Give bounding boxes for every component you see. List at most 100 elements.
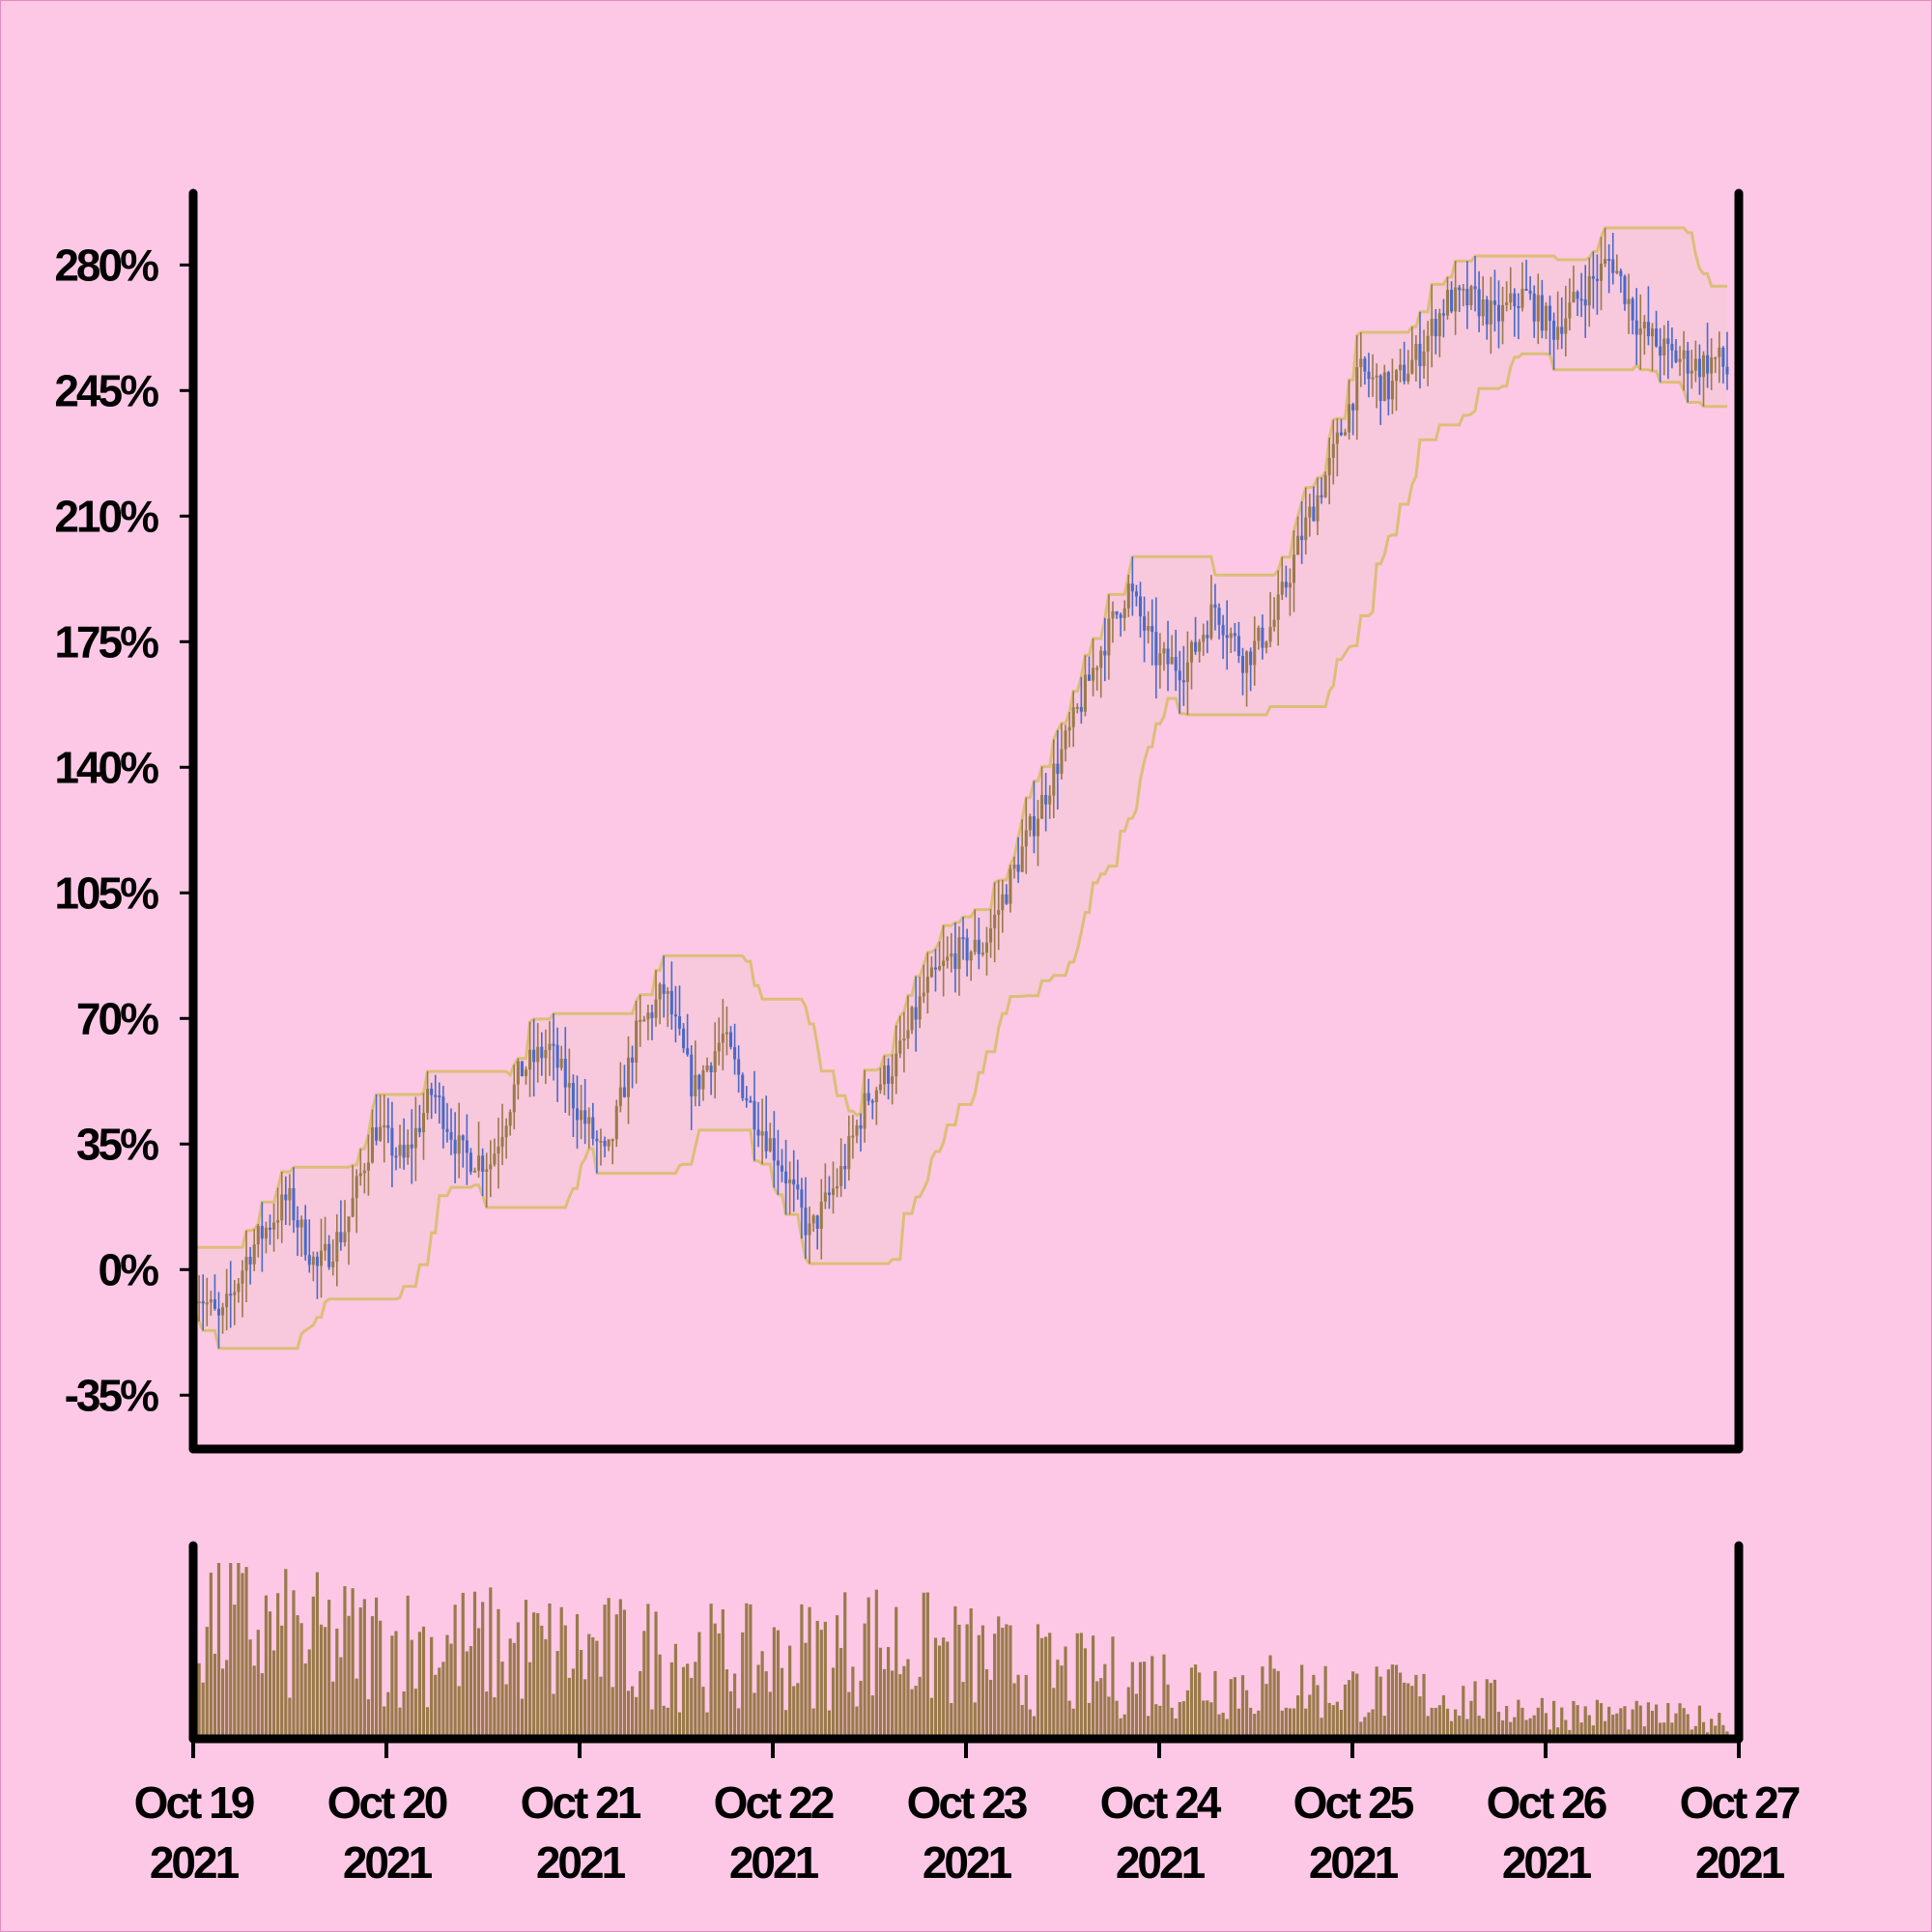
candle-body [1678, 358, 1682, 362]
candle [580, 1084, 583, 1140]
candle-body [867, 1093, 870, 1101]
candle-body [1686, 350, 1690, 374]
candle [1481, 275, 1485, 327]
volume-bar [1288, 1708, 1293, 1739]
volume-bar [819, 1630, 823, 1739]
candle-body [398, 1145, 402, 1156]
candle-body [205, 1302, 209, 1305]
volume-bar [1327, 1702, 1331, 1739]
candle [631, 1045, 635, 1089]
candle [898, 1015, 902, 1059]
candle [1375, 363, 1378, 409]
candle-body [808, 1223, 811, 1236]
volume-bar [737, 1708, 741, 1739]
volume-bar [891, 1670, 895, 1739]
volume-bar [1579, 1722, 1583, 1739]
volume-bar [296, 1615, 299, 1739]
candle [910, 1006, 914, 1035]
candle-body [595, 1138, 599, 1142]
candle [445, 1102, 449, 1143]
candle-body [1181, 680, 1185, 683]
candle-body [315, 1256, 319, 1266]
candle-body [1170, 657, 1174, 665]
candle [1075, 703, 1079, 714]
candle-body [536, 1046, 540, 1063]
volume-bar [1441, 1694, 1446, 1739]
volume-bar [327, 1600, 331, 1739]
x-tick-label: 2021 [1309, 1837, 1399, 1888]
volume-bar [347, 1615, 351, 1739]
volume-bar [1268, 1655, 1272, 1739]
candle-body [1599, 263, 1604, 281]
volume-bar [548, 1603, 552, 1739]
volume-bar [607, 1598, 611, 1739]
volume-bar [1233, 1677, 1236, 1739]
volume-bar [697, 1632, 701, 1739]
volume-bar [516, 1622, 520, 1739]
candle-body [989, 928, 993, 943]
candle-body [1520, 288, 1524, 308]
candle-body [1052, 763, 1056, 796]
volume-bar [271, 1650, 276, 1739]
candle-body [772, 1138, 776, 1161]
candle-body [669, 990, 673, 1015]
price-channel-band [193, 226, 1727, 1350]
candle-body [918, 996, 922, 1020]
candle [607, 1139, 611, 1151]
axes [188, 188, 1744, 1744]
candle [1441, 298, 1445, 338]
candle-body [303, 1219, 307, 1256]
candle-body [1016, 865, 1020, 872]
candle-body [1690, 370, 1693, 374]
candle [1659, 327, 1662, 383]
candle [1666, 320, 1670, 380]
y-axis-ticks: -35% 0% 35% 70% 105% 140% 175% 210% 245% 280% [54, 240, 193, 1420]
candle-body [441, 1096, 445, 1129]
candle-body [709, 1065, 713, 1073]
volume-bar [1343, 1684, 1348, 1739]
candle-body [878, 1084, 882, 1091]
x-tick-label: Oct 21 [521, 1777, 641, 1828]
candle-body [1217, 608, 1221, 625]
candle-body [891, 1076, 895, 1084]
candle [1505, 281, 1509, 312]
candle-body [701, 1070, 705, 1090]
volume-bar [886, 1647, 891, 1739]
candle [946, 936, 950, 969]
candle [528, 1021, 532, 1097]
volume-bar [953, 1605, 957, 1739]
candle-body [366, 1162, 370, 1171]
candle-body [811, 1215, 815, 1224]
candle [1607, 243, 1611, 294]
x-tick-label: 2021 [1116, 1837, 1206, 1888]
volume-bar [1551, 1700, 1556, 1739]
candle [1674, 338, 1678, 363]
volume-bar [835, 1615, 839, 1739]
candle-body [1264, 641, 1268, 648]
candle [1221, 614, 1225, 660]
candle [343, 1200, 347, 1247]
candle [1147, 611, 1151, 644]
volume-bar [1257, 1710, 1261, 1739]
candle [307, 1219, 311, 1273]
candle-body [1489, 300, 1492, 325]
candle [1024, 797, 1028, 874]
candle-body [1454, 287, 1458, 312]
candle-body [1229, 633, 1233, 639]
candle-body [1430, 318, 1434, 336]
volume-bar [1540, 1697, 1544, 1739]
volume-bar [1666, 1702, 1670, 1739]
candle-body [776, 1160, 780, 1166]
candle [410, 1109, 413, 1184]
candle [272, 1203, 276, 1252]
candle-body [1710, 357, 1714, 374]
candle-body [1568, 302, 1572, 319]
candle [1650, 323, 1655, 372]
candle-body [1481, 298, 1485, 317]
volume-bar [379, 1620, 383, 1739]
candle [449, 1108, 453, 1155]
candle-body [855, 1124, 859, 1136]
candle [772, 1111, 776, 1188]
candle [895, 1025, 898, 1094]
volume-bar [311, 1596, 315, 1739]
